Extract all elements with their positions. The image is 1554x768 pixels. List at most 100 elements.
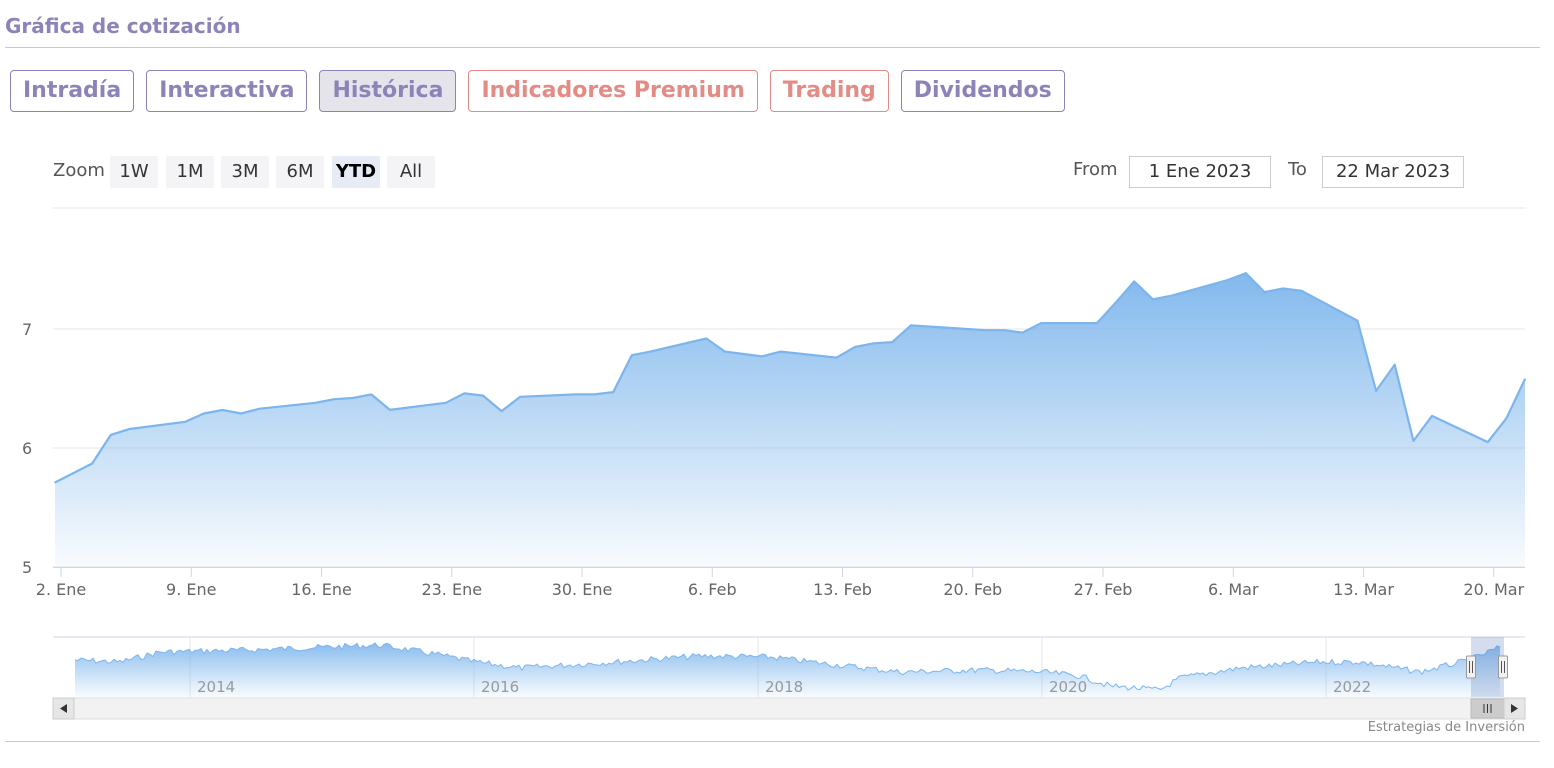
data-point-2023-03-16 xyxy=(1412,440,1415,442)
tab-dividendos[interactable]: Dividendos xyxy=(900,70,1065,112)
data-point-2023-02-07 xyxy=(724,350,726,353)
tab-intradia[interactable]: Intradía xyxy=(10,70,135,112)
y-tick-label-7: 7 xyxy=(22,320,32,339)
data-point-2023-03-15 xyxy=(1393,363,1396,366)
x-tick-label-6: 13. Feb xyxy=(813,580,872,599)
data-point-2023-01-16 xyxy=(314,402,317,404)
data-point-2023-03-13 xyxy=(1356,319,1359,322)
data-point-2023-02-15 xyxy=(872,342,875,345)
data-point-2023-01-20 xyxy=(389,409,391,411)
data-point-2023-02-10 xyxy=(779,350,782,353)
chart-tabs: Intradía Interactiva Histórica Indicador… xyxy=(10,70,1065,112)
navigator-year-label-2: 2018 xyxy=(765,678,803,696)
x-tick-label-5: 6. Feb xyxy=(688,580,737,599)
data-point-2023-01-13 xyxy=(258,407,261,410)
data-point-2023-01-10 xyxy=(203,412,205,415)
data-point-2023-01-04 xyxy=(91,462,93,465)
navigator-selected-range xyxy=(1471,637,1504,697)
data-point-2023-03-22 xyxy=(1524,378,1526,380)
data-point-2023-01-27 xyxy=(519,396,521,398)
data-point-2023-02-22 xyxy=(1003,329,1005,332)
scrollbar-left-arrow-icon xyxy=(60,704,67,713)
data-point-2023-03-06 xyxy=(1226,279,1229,282)
data-point-2023-03-01 xyxy=(1133,280,1135,283)
data-point-2023-03-14 xyxy=(1375,390,1377,392)
data-point-2023-02-09 xyxy=(761,355,763,358)
navigator-handle-left xyxy=(1466,655,1476,679)
zoom-label: Zoom xyxy=(53,160,105,181)
data-point-2023-01-18 xyxy=(351,397,354,399)
data-point-2023-02-24 xyxy=(1040,322,1042,324)
bottom-divider xyxy=(5,741,1540,742)
data-point-2023-02-27 xyxy=(1096,322,1098,324)
data-point-2023-02-03 xyxy=(649,350,652,353)
x-tick-label-3: 23. Ene xyxy=(421,580,482,599)
tab-interactiva[interactable]: Interactiva xyxy=(146,70,308,112)
title-divider xyxy=(5,47,1540,48)
navigator-handle-right xyxy=(1498,655,1508,679)
scrollbar-right-arrow-icon xyxy=(1511,704,1518,713)
range-from-label: From xyxy=(1073,159,1118,180)
zoom-1w-button[interactable]: 1W xyxy=(110,156,158,188)
data-point-2023-01-02 xyxy=(54,481,56,484)
x-tick-label-8: 27. Feb xyxy=(1074,580,1133,599)
zoom-all-button[interactable]: All xyxy=(387,156,435,188)
navigator-area xyxy=(75,642,1500,697)
x-tick-label-0: 2. Ene xyxy=(36,580,86,599)
x-tick-label-9: 6. Mar xyxy=(1208,580,1259,599)
x-tick-label-11: 20. Mar xyxy=(1463,580,1524,599)
zoom-1m-button[interactable]: 1M xyxy=(166,156,214,188)
data-point-2023-03-10 xyxy=(1300,290,1303,292)
data-point-2023-02-14 xyxy=(854,346,856,348)
zoom-6m-button[interactable]: 6M xyxy=(276,156,324,188)
scrollbar-track xyxy=(52,697,1526,720)
x-tick-label-2: 16. Ene xyxy=(291,580,352,599)
scrollbar-right-button xyxy=(1503,697,1526,720)
y-tick-label-6: 6 xyxy=(22,439,32,458)
data-point-2023-01-23 xyxy=(445,402,447,404)
chart-credit: Estrategias de Inversión xyxy=(1367,720,1525,735)
scrollbar-thumb xyxy=(1470,698,1505,719)
range-to-input[interactable]: 22 Mar 2023 xyxy=(1322,156,1464,188)
x-tick-label-10: 13. Mar xyxy=(1333,580,1394,599)
navigator-line xyxy=(74,642,1501,691)
data-point-2023-01-11 xyxy=(221,409,224,411)
x-tick-label-4: 30. Ene xyxy=(552,580,613,599)
data-point-2023-03-07 xyxy=(1245,272,1247,274)
data-point-2023-03-02 xyxy=(1152,298,1154,301)
y-tick-label-5: 5 xyxy=(22,558,32,577)
data-point-2023-02-06 xyxy=(705,337,708,340)
tab-indicadores-premium[interactable]: Indicadores Premium xyxy=(468,70,758,112)
tab-historica[interactable]: Histórica xyxy=(319,70,457,112)
data-point-2023-02-20 xyxy=(966,328,968,330)
data-point-2023-01-31 xyxy=(593,393,596,396)
data-point-2023-01-30 xyxy=(575,393,577,396)
data-point-2023-01-19 xyxy=(370,393,373,396)
tab-trading[interactable]: Trading xyxy=(769,70,889,112)
zoom-3m-button[interactable]: 3M xyxy=(221,156,269,188)
data-point-2023-01-25 xyxy=(482,394,484,397)
data-point-2023-03-17 xyxy=(1431,415,1433,417)
data-point-2023-03-03 xyxy=(1170,294,1173,297)
series-area-fill xyxy=(55,273,1525,567)
data-point-2023-01-17 xyxy=(333,398,335,401)
data-point-2023-02-21 xyxy=(984,329,987,332)
data-point-2023-02-02 xyxy=(631,354,633,357)
x-tick-label-1: 9. Ene xyxy=(166,580,216,599)
data-point-2023-02-28 xyxy=(1114,302,1117,304)
range-from-input[interactable]: 1 Ene 2023 xyxy=(1129,156,1271,188)
data-point-2023-03-09 xyxy=(1282,287,1284,290)
zoom-ytd-button[interactable]: YTD xyxy=(332,156,380,188)
data-point-2023-01-09 xyxy=(184,421,187,423)
navigator-year-label-3: 2020 xyxy=(1049,678,1087,696)
data-point-2023-02-13 xyxy=(835,356,838,359)
range-to-label: To xyxy=(1288,159,1307,180)
scrollbar-left-button xyxy=(52,697,75,720)
x-tick-label-7: 20. Feb xyxy=(943,580,1002,599)
data-point-2023-01-05 xyxy=(110,434,112,436)
navigator-year-label-0: 2014 xyxy=(197,678,235,696)
data-point-2023-01-06 xyxy=(128,428,131,430)
data-point-2023-01-24 xyxy=(463,392,466,395)
series-line xyxy=(54,272,1526,484)
